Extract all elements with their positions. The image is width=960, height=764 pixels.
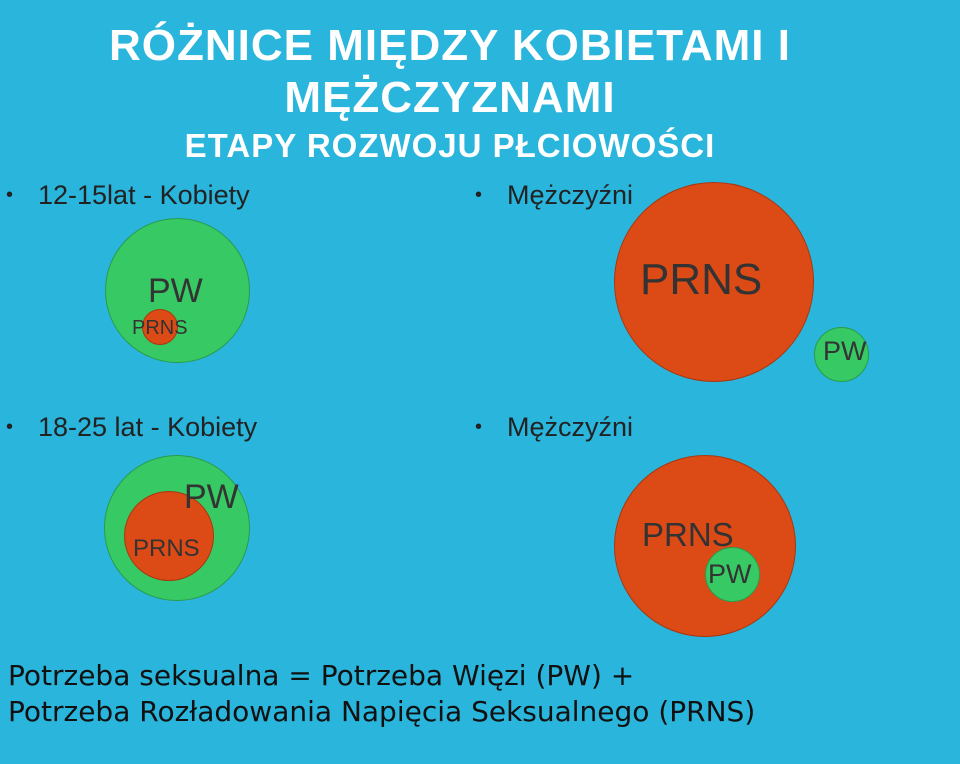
heading-top-right: • Mężczyźni bbox=[475, 180, 633, 211]
pw-label: PW bbox=[823, 336, 867, 366]
pw-circle bbox=[105, 218, 250, 363]
pw-label: PW bbox=[148, 272, 203, 310]
heading-label: Mężczyźni bbox=[507, 180, 634, 210]
bullet-icon: • bbox=[475, 416, 483, 438]
page-subtitle: ETAPY ROZWOJU PŁCIOWOŚCI bbox=[184, 127, 716, 164]
heading-label: Mężczyźni bbox=[507, 412, 634, 442]
bullet-icon: • bbox=[6, 416, 14, 438]
pw-circle bbox=[814, 327, 869, 382]
prns-circle bbox=[124, 491, 214, 581]
definition-line2: Potrzeba Rozładowania Napięcia Seksualne… bbox=[8, 695, 756, 728]
prns-label: PRNS bbox=[640, 255, 763, 304]
prns-circle bbox=[614, 182, 814, 382]
pw-label: PW bbox=[184, 478, 239, 516]
bullet-icon: • bbox=[6, 184, 14, 206]
heading-label: 12-15lat - Kobiety bbox=[38, 180, 250, 210]
page-title-line2: MĘŻCZYZNAMI bbox=[284, 73, 616, 122]
heading-bottom-right: • Mężczyźni bbox=[475, 412, 633, 443]
pw-circle bbox=[705, 547, 760, 602]
bullet-icon: • bbox=[475, 184, 483, 206]
prns-label: PRNS bbox=[133, 535, 200, 562]
prns-circle bbox=[142, 309, 178, 345]
prns-label: PRNS bbox=[642, 516, 734, 553]
heading-top-left: • 12-15lat - Kobiety bbox=[6, 180, 250, 211]
heading-label: 18-25 lat - Kobiety bbox=[38, 412, 258, 442]
page-title-line1: RÓŻNICE MIĘDZY KOBIETAMI I bbox=[109, 21, 791, 70]
definition-line1: Potrzeba seksualna = Potrzeba Więzi (PW)… bbox=[8, 659, 635, 692]
pw-label: PW bbox=[708, 559, 752, 589]
heading-bottom-left: • 18-25 lat - Kobiety bbox=[6, 412, 257, 443]
prns-label: PRNS bbox=[132, 317, 188, 339]
prns-circle bbox=[614, 455, 796, 637]
